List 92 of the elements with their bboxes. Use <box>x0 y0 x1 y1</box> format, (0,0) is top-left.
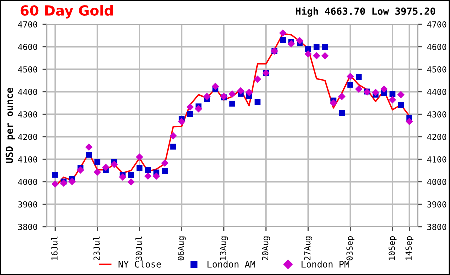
point <box>161 160 169 167</box>
point <box>195 105 202 113</box>
y2-tick-label: 4700 <box>427 22 447 28</box>
point <box>339 110 346 116</box>
y2-tick-label: 4300 <box>427 112 447 118</box>
point <box>348 82 354 88</box>
point <box>52 180 60 188</box>
y2-tick-label: 4200 <box>427 134 447 140</box>
point <box>254 99 261 106</box>
point <box>85 144 93 152</box>
point <box>389 96 396 104</box>
point <box>145 167 152 174</box>
point <box>128 172 134 178</box>
point <box>288 40 296 48</box>
y-tick-label: 4400 <box>18 89 38 96</box>
y2-tick-label: 3800 <box>428 224 447 230</box>
point <box>355 86 363 93</box>
y2-tick-label: 4600 <box>427 44 447 50</box>
y-tick-label: 4600 <box>18 44 38 50</box>
legend-label: London PM <box>302 260 350 268</box>
point <box>280 37 286 44</box>
point <box>204 93 211 100</box>
y2-tick-label: 3900 <box>428 202 447 208</box>
x-tick-label: 30Jul <box>136 236 142 261</box>
y2-tick-label: 4400 <box>427 89 447 96</box>
point <box>330 100 338 107</box>
point <box>178 118 186 126</box>
point <box>406 118 414 126</box>
x-tick-label: 13Aug <box>220 236 228 260</box>
x-tick-label: 10Sep <box>388 236 397 260</box>
point <box>313 52 320 60</box>
point <box>212 82 220 90</box>
y-tick-label: 4000 <box>18 179 38 186</box>
y2-tick-label: 4000 <box>427 179 447 186</box>
x-tick-label: 14Sep <box>406 236 414 260</box>
x-tick-label: 20Aug <box>262 236 270 260</box>
point <box>86 152 92 158</box>
point <box>296 37 304 45</box>
point <box>304 50 312 58</box>
point <box>170 132 178 140</box>
point <box>119 174 127 181</box>
point <box>186 104 194 111</box>
legend-label: NY Close <box>118 260 162 268</box>
y-axis-title: USD per ounce <box>6 88 16 164</box>
x-tick-label: 03Sep <box>346 236 355 261</box>
point <box>228 90 236 98</box>
point <box>314 44 320 50</box>
point <box>230 100 236 107</box>
x-tick-label: 27Aug <box>304 236 312 260</box>
y-tick-label: 4300 <box>18 112 38 118</box>
point <box>346 73 354 80</box>
point <box>162 168 168 174</box>
point <box>52 172 58 178</box>
point <box>68 178 76 186</box>
point <box>77 166 84 174</box>
y2-tick-label: 4100 <box>427 156 447 163</box>
point <box>128 178 135 186</box>
point <box>136 165 143 171</box>
point <box>144 172 152 180</box>
y2-tick-label: 4500 <box>427 66 447 73</box>
point <box>187 111 194 118</box>
point <box>322 52 329 60</box>
chart-subtitle: High 4663.70 Low 3975.20 <box>296 7 436 17</box>
y-tick-label: 4100 <box>18 156 38 163</box>
y-tick-label: 4700 <box>18 22 38 28</box>
point <box>397 91 405 99</box>
point <box>60 180 68 188</box>
point <box>356 74 362 80</box>
y-tick-label: 3900 <box>18 202 38 208</box>
y-tick-label: 3800 <box>18 224 38 230</box>
point <box>170 144 176 150</box>
point <box>110 161 118 168</box>
point <box>254 76 262 84</box>
point <box>237 87 245 95</box>
y-tick-label: 4500 <box>18 66 38 73</box>
x-tick-label: 23Jul <box>94 236 100 260</box>
point <box>398 102 404 108</box>
legend-label: London AM <box>208 260 256 268</box>
point <box>372 89 380 96</box>
point <box>279 30 287 37</box>
point <box>338 93 346 100</box>
point <box>136 154 144 161</box>
point <box>246 89 254 96</box>
y-tick-label: 4200 <box>18 134 38 140</box>
point <box>380 86 388 93</box>
point <box>152 172 160 180</box>
point <box>102 164 110 172</box>
x-tick-label: 16Jul <box>51 236 58 260</box>
point <box>94 159 101 166</box>
chart-title: 60 Day Gold <box>20 5 113 19</box>
x-tick-label: 06Aug <box>178 236 186 261</box>
point <box>94 168 102 176</box>
